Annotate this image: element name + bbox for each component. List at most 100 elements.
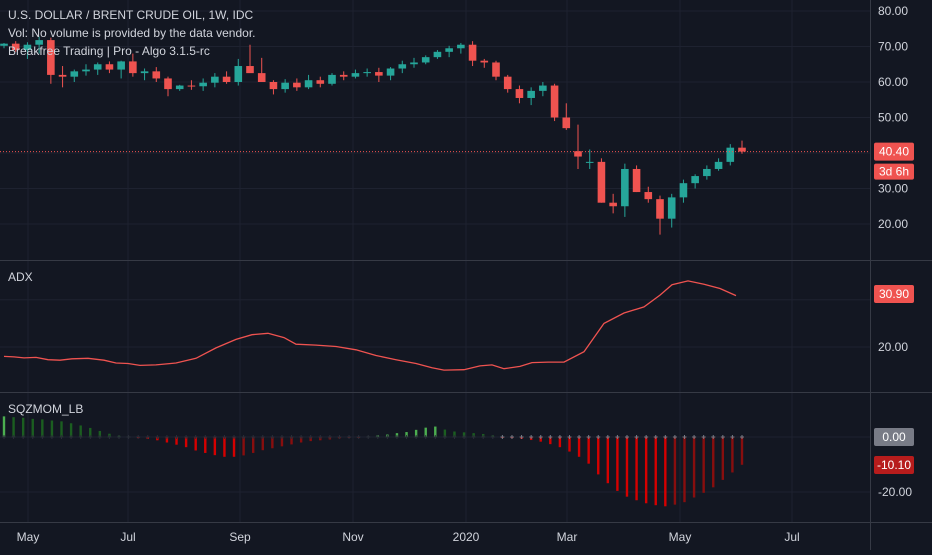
candle-body [140,71,149,74]
candle-body [492,62,500,77]
time-tick-label: Jul [120,530,135,544]
candle [550,83,559,122]
sqz-zero-badge: 0.00 [874,428,914,446]
candle [433,50,442,59]
candle [234,58,243,86]
candle-body [363,72,371,74]
candle [129,53,137,77]
sqz-bar [50,420,54,437]
candle [656,195,664,235]
candle-body [269,82,278,90]
sqz-bar [549,437,552,445]
study-name[interactable]: Breakfree Trading | Pro - Algo 3.1.5-rc [8,44,210,58]
sqz-bar [462,432,466,437]
badge-layer: 40.40 3d 6h 30.90 0.00 -10.10 [874,142,914,474]
candle [0,42,8,49]
candle-body [667,197,676,219]
adx-tick-label: 20.00 [878,340,908,354]
sqz-bar [625,437,629,497]
sqz-zero-badge-text: 0.00 [882,430,906,444]
candle-body [246,66,254,74]
candle-body [70,71,79,77]
candle-body [550,85,559,118]
sqz-bar [616,437,619,491]
sqz-bar [60,421,63,437]
candle-body [375,72,383,76]
candle [328,73,336,86]
sqz-bar [89,427,92,437]
candle [23,42,32,59]
candle [457,42,465,54]
sqz-bar [654,437,657,506]
candle-body [386,68,395,76]
candle [363,68,371,77]
candle-body [527,90,535,98]
sqz-bar [213,437,217,456]
symbol-title[interactable]: U.S. DOLLAR / BRENT CRUDE OIL, 1W, IDC [8,8,254,22]
sqz-bar [568,437,571,452]
candle-body [480,60,489,63]
sqz-bar [204,437,207,453]
candle [316,76,325,88]
candle-body [199,82,207,87]
sqz-bar [242,437,245,456]
candle-body [58,74,67,77]
candle [93,62,102,75]
candle-body [679,183,688,198]
candle-body [421,57,430,63]
candle [70,69,79,82]
candle-body [339,74,348,77]
candle [527,87,535,106]
price-pane[interactable] [0,36,870,235]
candle-body [726,147,735,162]
sqz-bar [31,418,34,437]
candle [386,67,395,81]
candle-body [644,192,653,200]
candle-body [211,76,219,83]
adx-label[interactable]: ADX [8,270,33,284]
candle-body [738,147,746,152]
sqz-bar [673,437,677,505]
price-tick-label: 30.00 [878,182,908,196]
last-price-badge: 40.40 [874,142,914,161]
last-price-badge-bg [874,142,914,161]
candle [644,186,653,203]
candle-body [328,74,336,84]
sqz-value-badge: -10.10 [874,456,914,474]
sqz-label[interactable]: SQZMOM_LB [8,402,84,416]
adx-pane[interactable] [3,280,737,371]
price-tick-label: 60.00 [878,75,908,89]
sqz-bar [577,437,581,457]
candle-body [433,51,442,58]
time-tick-label: 2020 [453,530,480,544]
sqz-bar [405,432,408,437]
sqz-pane[interactable] [2,416,744,507]
candle [609,193,617,214]
candle [105,61,114,74]
sqz-bar [309,437,312,442]
candle [375,67,383,82]
candle-body [691,176,699,184]
candle-body [609,202,617,207]
sqz-bar [21,417,25,437]
price-tick-label: 50.00 [878,111,908,125]
candle-body [175,85,184,90]
candle [187,80,196,90]
candle-body [714,161,723,169]
candle-body [23,44,32,51]
candle [714,158,723,171]
sqz-bar [41,419,44,437]
candle [410,57,418,68]
sqz-bar [2,416,6,437]
adx-value-badge: 30.90 [874,285,914,303]
time-tick-label: Jul [784,530,799,544]
sqz-bar [184,437,188,448]
adx-series-line [3,280,737,371]
candle-body [316,80,325,84]
sqz-bar [414,429,418,437]
candle [222,71,231,84]
candle-body [187,85,196,87]
last-price-badge-text: 40.40 [879,145,909,159]
